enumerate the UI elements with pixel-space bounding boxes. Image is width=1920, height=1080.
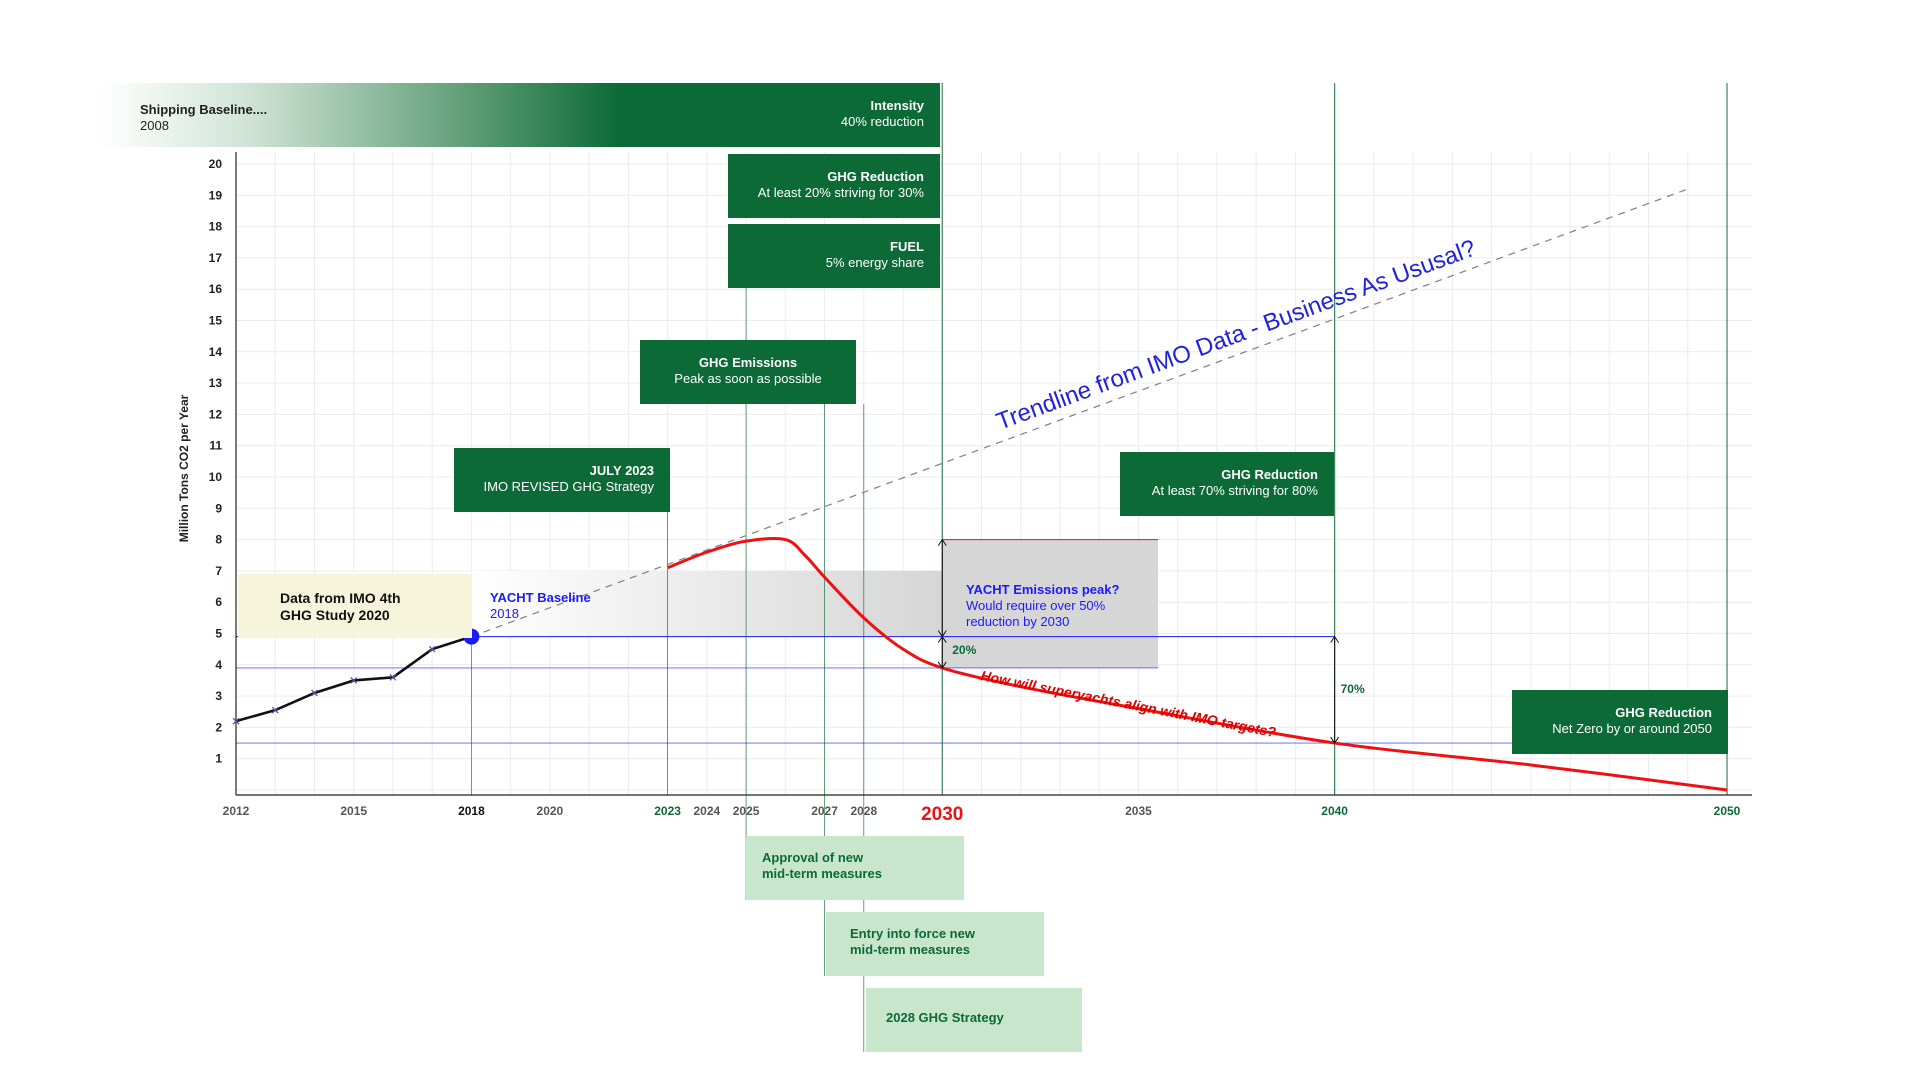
y-tick-label: 2 xyxy=(215,720,222,734)
july-2023-box: JULY 2023 IMO REVISED GHG Strategy xyxy=(454,448,670,512)
x-tick-label-2015: 2015 xyxy=(340,804,367,818)
y-tick-label: 19 xyxy=(209,188,223,202)
yacht-peak-label: YACHT Emissions peak? Would require over… xyxy=(966,582,1119,630)
yacht-peak-sub2: reduction by 2030 xyxy=(966,614,1070,629)
shipping-baseline-label: Shipping Baseline.... 2008 xyxy=(140,102,267,134)
ghg-reduction-2050-sub: Net Zero by or around 2050 xyxy=(1552,721,1712,736)
reduction-20-arrow-head-top xyxy=(937,635,947,643)
y-tick-label: 20 xyxy=(209,157,223,171)
ghg-emissions-title: GHG Emissions xyxy=(698,355,798,370)
y-tick-label: 6 xyxy=(215,595,222,609)
fuel-sub: 5% energy share xyxy=(825,255,924,270)
x-tick-label-2050: 2050 xyxy=(1714,804,1741,818)
shipping-baseline-year: 2008 xyxy=(140,118,169,133)
reduction-20-label: 20% xyxy=(952,643,976,657)
x-tick-label-2024: 2024 xyxy=(693,804,720,818)
historical-marker xyxy=(311,689,318,697)
yacht-baseline-title: YACHT Baseline xyxy=(490,590,591,605)
historical-marker xyxy=(271,706,279,714)
reduction-70-arrow-head-top xyxy=(1330,635,1340,643)
y-tick-label: 16 xyxy=(209,282,223,296)
shipping-baseline-banner xyxy=(100,83,940,147)
fuel-box: FUEL 5% energy share xyxy=(728,224,940,288)
y-tick-label: 1 xyxy=(215,752,222,766)
entry-force-line1: Entry into force new xyxy=(850,926,975,941)
y-tick-label: 10 xyxy=(209,470,223,484)
july-2023-sub: IMO REVISED GHG Strategy xyxy=(483,479,655,494)
trendline-label: Trendline from IMO Data - Business As Us… xyxy=(993,235,1480,436)
imo-data-line2: GHG Study 2020 xyxy=(280,607,390,623)
x-tick-label-2030: 2030 xyxy=(921,804,963,825)
x-tick-label-2028: 2028 xyxy=(850,804,877,818)
x-tick-label-2018: 2018 xyxy=(458,804,485,818)
fuel-title: FUEL xyxy=(890,239,924,254)
strategy-2028-line1: 2028 GHG Strategy xyxy=(886,1010,1004,1025)
y-tick-label: 3 xyxy=(215,689,222,703)
y-tick-label: 12 xyxy=(209,407,223,421)
july-2023-title: JULY 2023 xyxy=(589,463,654,478)
ghg-reduction-2050-title: GHG Reduction xyxy=(1615,705,1712,720)
y-tick-label: 5 xyxy=(215,627,222,641)
x-tick-label-2012: 2012 xyxy=(223,804,250,818)
yacht-peak-sub1: Would require over 50% xyxy=(966,598,1106,613)
reduction-70-label: 70% xyxy=(1341,682,1365,696)
ghg-reduction-2040-title: GHG Reduction xyxy=(1221,467,1318,482)
peak-arrow-head-top xyxy=(937,538,947,546)
historical-marker xyxy=(350,677,358,684)
imo-data-box: Data from IMO 4th GHG Study 2020 xyxy=(238,574,472,638)
y-axis-label: Million Tons CO2 per Year xyxy=(177,394,191,542)
entry-force-line2: mid-term measures xyxy=(850,942,970,957)
yacht-peak-region xyxy=(942,539,1159,668)
y-tick-label: 8 xyxy=(215,533,222,547)
y-tick-label: 18 xyxy=(209,220,223,234)
shipping-baseline-title: Shipping Baseline.... xyxy=(140,102,268,117)
red-target-curve xyxy=(667,537,1728,792)
y-tick-label: 15 xyxy=(209,314,223,328)
entry-force-box: Entry into force new mid-term measures xyxy=(826,912,1044,976)
y-tick-label: 4 xyxy=(215,658,222,672)
ghg-reduction-2040-sub: At least 70% striving for 80% xyxy=(1151,483,1318,498)
ghg-reduction-2040-box: GHG Reduction At least 70% striving for … xyxy=(1120,452,1334,516)
x-tick-label-2027: 2027 xyxy=(811,804,838,818)
intensity-sub: 40% reduction xyxy=(840,114,924,129)
yacht-baseline-label: YACHT Baseline 2018 xyxy=(490,590,591,622)
y-tick-label: 9 xyxy=(215,501,222,515)
reduction-70-arrow-head-bottom xyxy=(1330,736,1340,744)
x-tick-label-2035: 2035 xyxy=(1125,804,1152,818)
ghg-reduction-2030-title: GHG Reduction xyxy=(827,169,924,184)
historical-marker xyxy=(232,717,240,725)
historical-marker xyxy=(389,673,397,681)
yacht-peak-title: YACHT Emissions peak? xyxy=(966,582,1120,597)
ghg-emissions-sub: Peak as soon as possible xyxy=(674,371,822,386)
imo-data-line1: Data from IMO 4th xyxy=(280,590,401,606)
x-tick-label-2023: 2023 xyxy=(654,804,681,818)
reduction-20-arrow-head-bottom xyxy=(937,661,947,669)
approval-box: Approval of new mid-term measures xyxy=(746,836,964,900)
x-tick-label-2040: 2040 xyxy=(1321,804,1348,818)
x-tick-label-2020: 2020 xyxy=(537,804,564,818)
ghg-reduction-2030-sub: At least 20% striving for 30% xyxy=(757,185,924,200)
y-tick-label: 11 xyxy=(209,439,222,453)
strategy-2028-box: 2028 GHG Strategy xyxy=(866,988,1082,1052)
ghg-reduction-2050-box: GHG Reduction Net Zero by or around 2050 xyxy=(1512,690,1728,754)
y-tick-label: 17 xyxy=(209,251,223,265)
y-tick-label: 13 xyxy=(209,376,223,390)
yacht-baseline-year: 2018 xyxy=(490,606,519,621)
y-tick-label: 14 xyxy=(209,345,223,359)
x-tick-label-2025: 2025 xyxy=(733,804,760,818)
historical-marker xyxy=(428,645,436,653)
ghg-reduction-2030-box: GHG Reduction At least 20% striving for … xyxy=(728,154,940,218)
trendline xyxy=(471,188,1688,638)
approval-line1: Approval of new xyxy=(762,850,864,865)
intensity-box: Intensity 40% reduction xyxy=(780,92,940,142)
intensity-title: Intensity xyxy=(870,98,924,113)
y-tick-label: 7 xyxy=(215,564,222,578)
approval-line2: mid-term measures xyxy=(762,866,882,881)
red-curve-label: How will superyachts align with IMO targ… xyxy=(979,667,1277,740)
ghg-emissions-box: GHG Emissions Peak as soon as possible xyxy=(640,340,856,404)
